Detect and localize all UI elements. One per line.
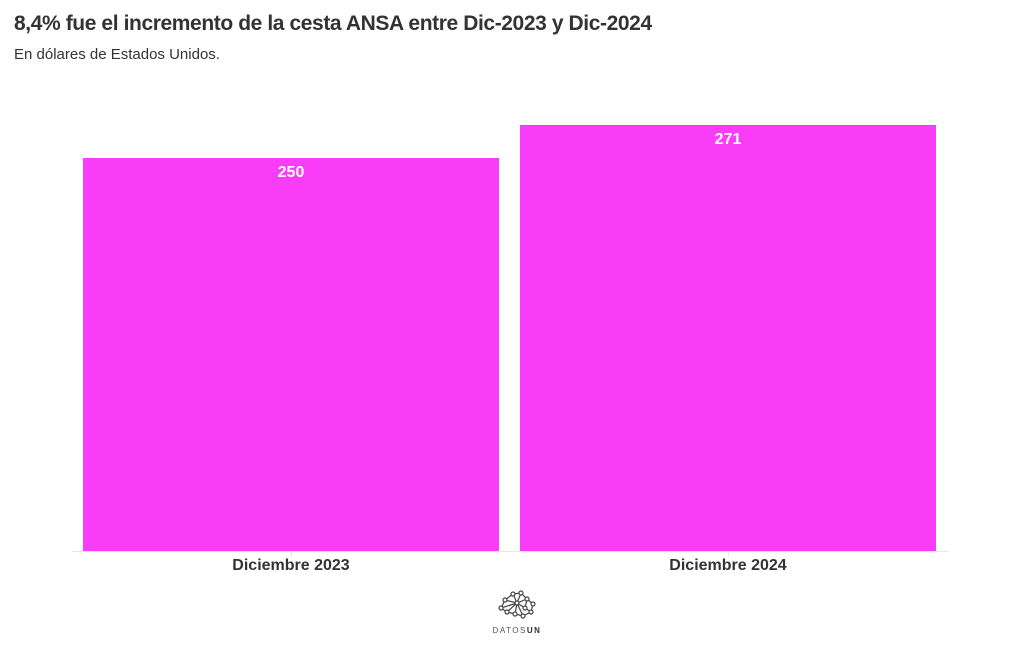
logo-wordmark: DATOSUN <box>492 626 542 635</box>
x-axis-tick <box>291 551 292 557</box>
chart-title: 8,4% fue el incremento de la cesta ANSA … <box>14 12 652 35</box>
bar-diciembre-2023[interactable]: 250 <box>83 158 499 551</box>
x-axis-label-diciembre-2023: Diciembre 2023 <box>232 557 350 574</box>
chart-subtitle: En dólares de Estados Unidos. <box>14 46 220 63</box>
datosun-logo: DATOSUN <box>492 590 542 635</box>
x-axis-tick <box>728 551 729 557</box>
network-icon <box>498 590 536 619</box>
x-axis-label-diciembre-2024: Diciembre 2024 <box>669 557 787 574</box>
x-axis-line <box>72 551 948 552</box>
bar-value-label: 271 <box>714 131 742 148</box>
bar-diciembre-2024[interactable]: 271 <box>520 125 936 551</box>
bar-value-label: 250 <box>277 164 305 181</box>
